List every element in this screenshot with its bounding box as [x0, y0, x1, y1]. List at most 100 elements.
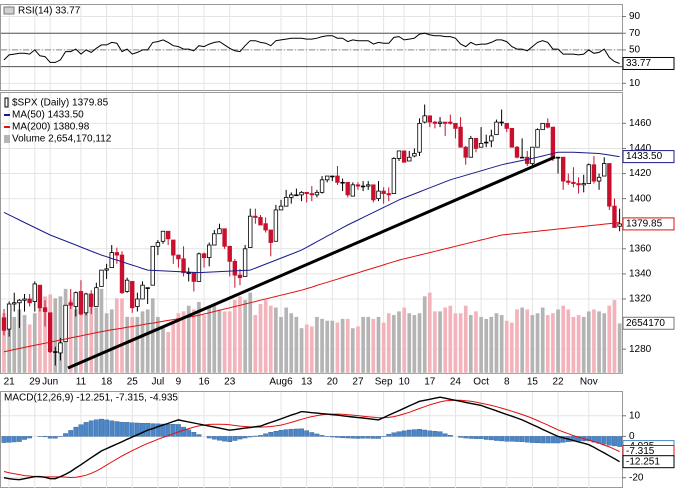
volume-bar [22, 314, 27, 374]
candle-body [89, 293, 94, 307]
histogram-bar [335, 436, 340, 438]
volume-bar [186, 305, 191, 374]
x-tick-label: 18 [101, 377, 113, 388]
histogram-bar [16, 436, 22, 442]
histogram-bar [155, 423, 161, 437]
volume-bar [124, 316, 130, 374]
candle-body [53, 351, 58, 353]
histogram-bar [242, 436, 248, 439]
histogram-bar [571, 436, 576, 442]
histogram-bar [68, 430, 74, 437]
volume-bar [58, 296, 63, 374]
volume-bar [314, 316, 320, 374]
histogram-bar [222, 436, 227, 442]
histogram-bar [468, 436, 474, 439]
histogram-bar [545, 436, 551, 444]
x-tick-label: Aug6 [269, 377, 293, 388]
candle-body [432, 121, 438, 124]
volume-bar [242, 299, 248, 374]
x-tick-label: 13 [301, 377, 313, 388]
candle-body [99, 269, 104, 287]
candle-body [206, 244, 212, 258]
histogram-bar [360, 436, 366, 439]
volume-bar [212, 303, 217, 374]
volume-bar [201, 314, 207, 374]
candle-body [32, 283, 37, 302]
volume-bar [494, 312, 499, 374]
histogram-bar [319, 435, 325, 437]
candle-body [6, 303, 12, 330]
candle-body [324, 175, 330, 181]
x-tick-label: 29 [29, 377, 41, 388]
volume-bar [561, 305, 566, 374]
candle-body [540, 122, 545, 131]
signal-line [3, 399, 620, 479]
candle-body [94, 287, 99, 307]
candle-body [612, 205, 617, 228]
histogram-bar [401, 430, 407, 437]
volume-bar [53, 297, 58, 374]
histogram-bar [140, 422, 145, 437]
volume-bar [530, 314, 535, 374]
volume-bar [550, 312, 556, 374]
volume-bar [591, 309, 597, 374]
x-tick-label: Sep [375, 377, 393, 388]
histogram-bar [196, 434, 202, 437]
volume-bar [83, 305, 89, 374]
candle-body [83, 293, 89, 314]
x-tick-label: 11 [76, 377, 87, 388]
candle-body [509, 127, 515, 148]
x-tick-label: 27 [352, 377, 364, 388]
candle-body [314, 191, 320, 196]
candle-body [258, 217, 263, 226]
candle-body [268, 229, 273, 243]
histogram-bar [11, 436, 17, 443]
legend-label: Volume 2,654,170,112 [12, 134, 112, 145]
volume-bar [119, 297, 125, 374]
histogram-bar [134, 422, 140, 437]
candle-body [571, 181, 576, 184]
volume-bar [484, 318, 489, 374]
value-box-label: 2654170 [626, 318, 665, 329]
x-tick-label: 16 [199, 377, 211, 388]
candle-body [371, 184, 376, 201]
volume-bar [448, 305, 453, 374]
volume-bar [191, 309, 196, 374]
histogram-bar [309, 432, 315, 437]
volume-bar [535, 312, 540, 374]
volume-bar [42, 296, 48, 374]
volume-bar [499, 314, 504, 374]
candle-body [155, 242, 161, 247]
volume-bar [299, 327, 304, 374]
candle-body [248, 215, 253, 248]
histogram-bar [458, 436, 463, 438]
volume-bar [181, 311, 186, 374]
histogram-bar [99, 418, 104, 437]
volume-bar [289, 312, 294, 374]
histogram-bar [6, 436, 12, 443]
volume-bar [37, 305, 43, 374]
value-box [622, 150, 675, 164]
volume-bar [176, 312, 181, 374]
histogram-bar [263, 433, 269, 437]
volume-bar [345, 318, 350, 374]
volume-bar [576, 314, 581, 374]
volume-bar [458, 312, 463, 374]
price-icon [4, 97, 9, 108]
y-tick-label: 1440 [629, 143, 652, 154]
histogram-bar [447, 434, 453, 437]
volume-bar [166, 331, 171, 374]
candle-body [186, 272, 191, 274]
volume-bar [443, 307, 448, 374]
histogram-bar [535, 436, 540, 444]
volume-bar [545, 314, 550, 374]
volume-bar [114, 297, 120, 374]
candle-body [263, 223, 268, 231]
histogram-bar [232, 436, 238, 441]
histogram-bar [560, 436, 566, 443]
x-tick-label: 23 [224, 377, 236, 388]
histogram-bar [396, 431, 402, 437]
volume-bar [222, 311, 227, 374]
candle-body [73, 292, 79, 307]
histogram-bar [494, 436, 499, 441]
